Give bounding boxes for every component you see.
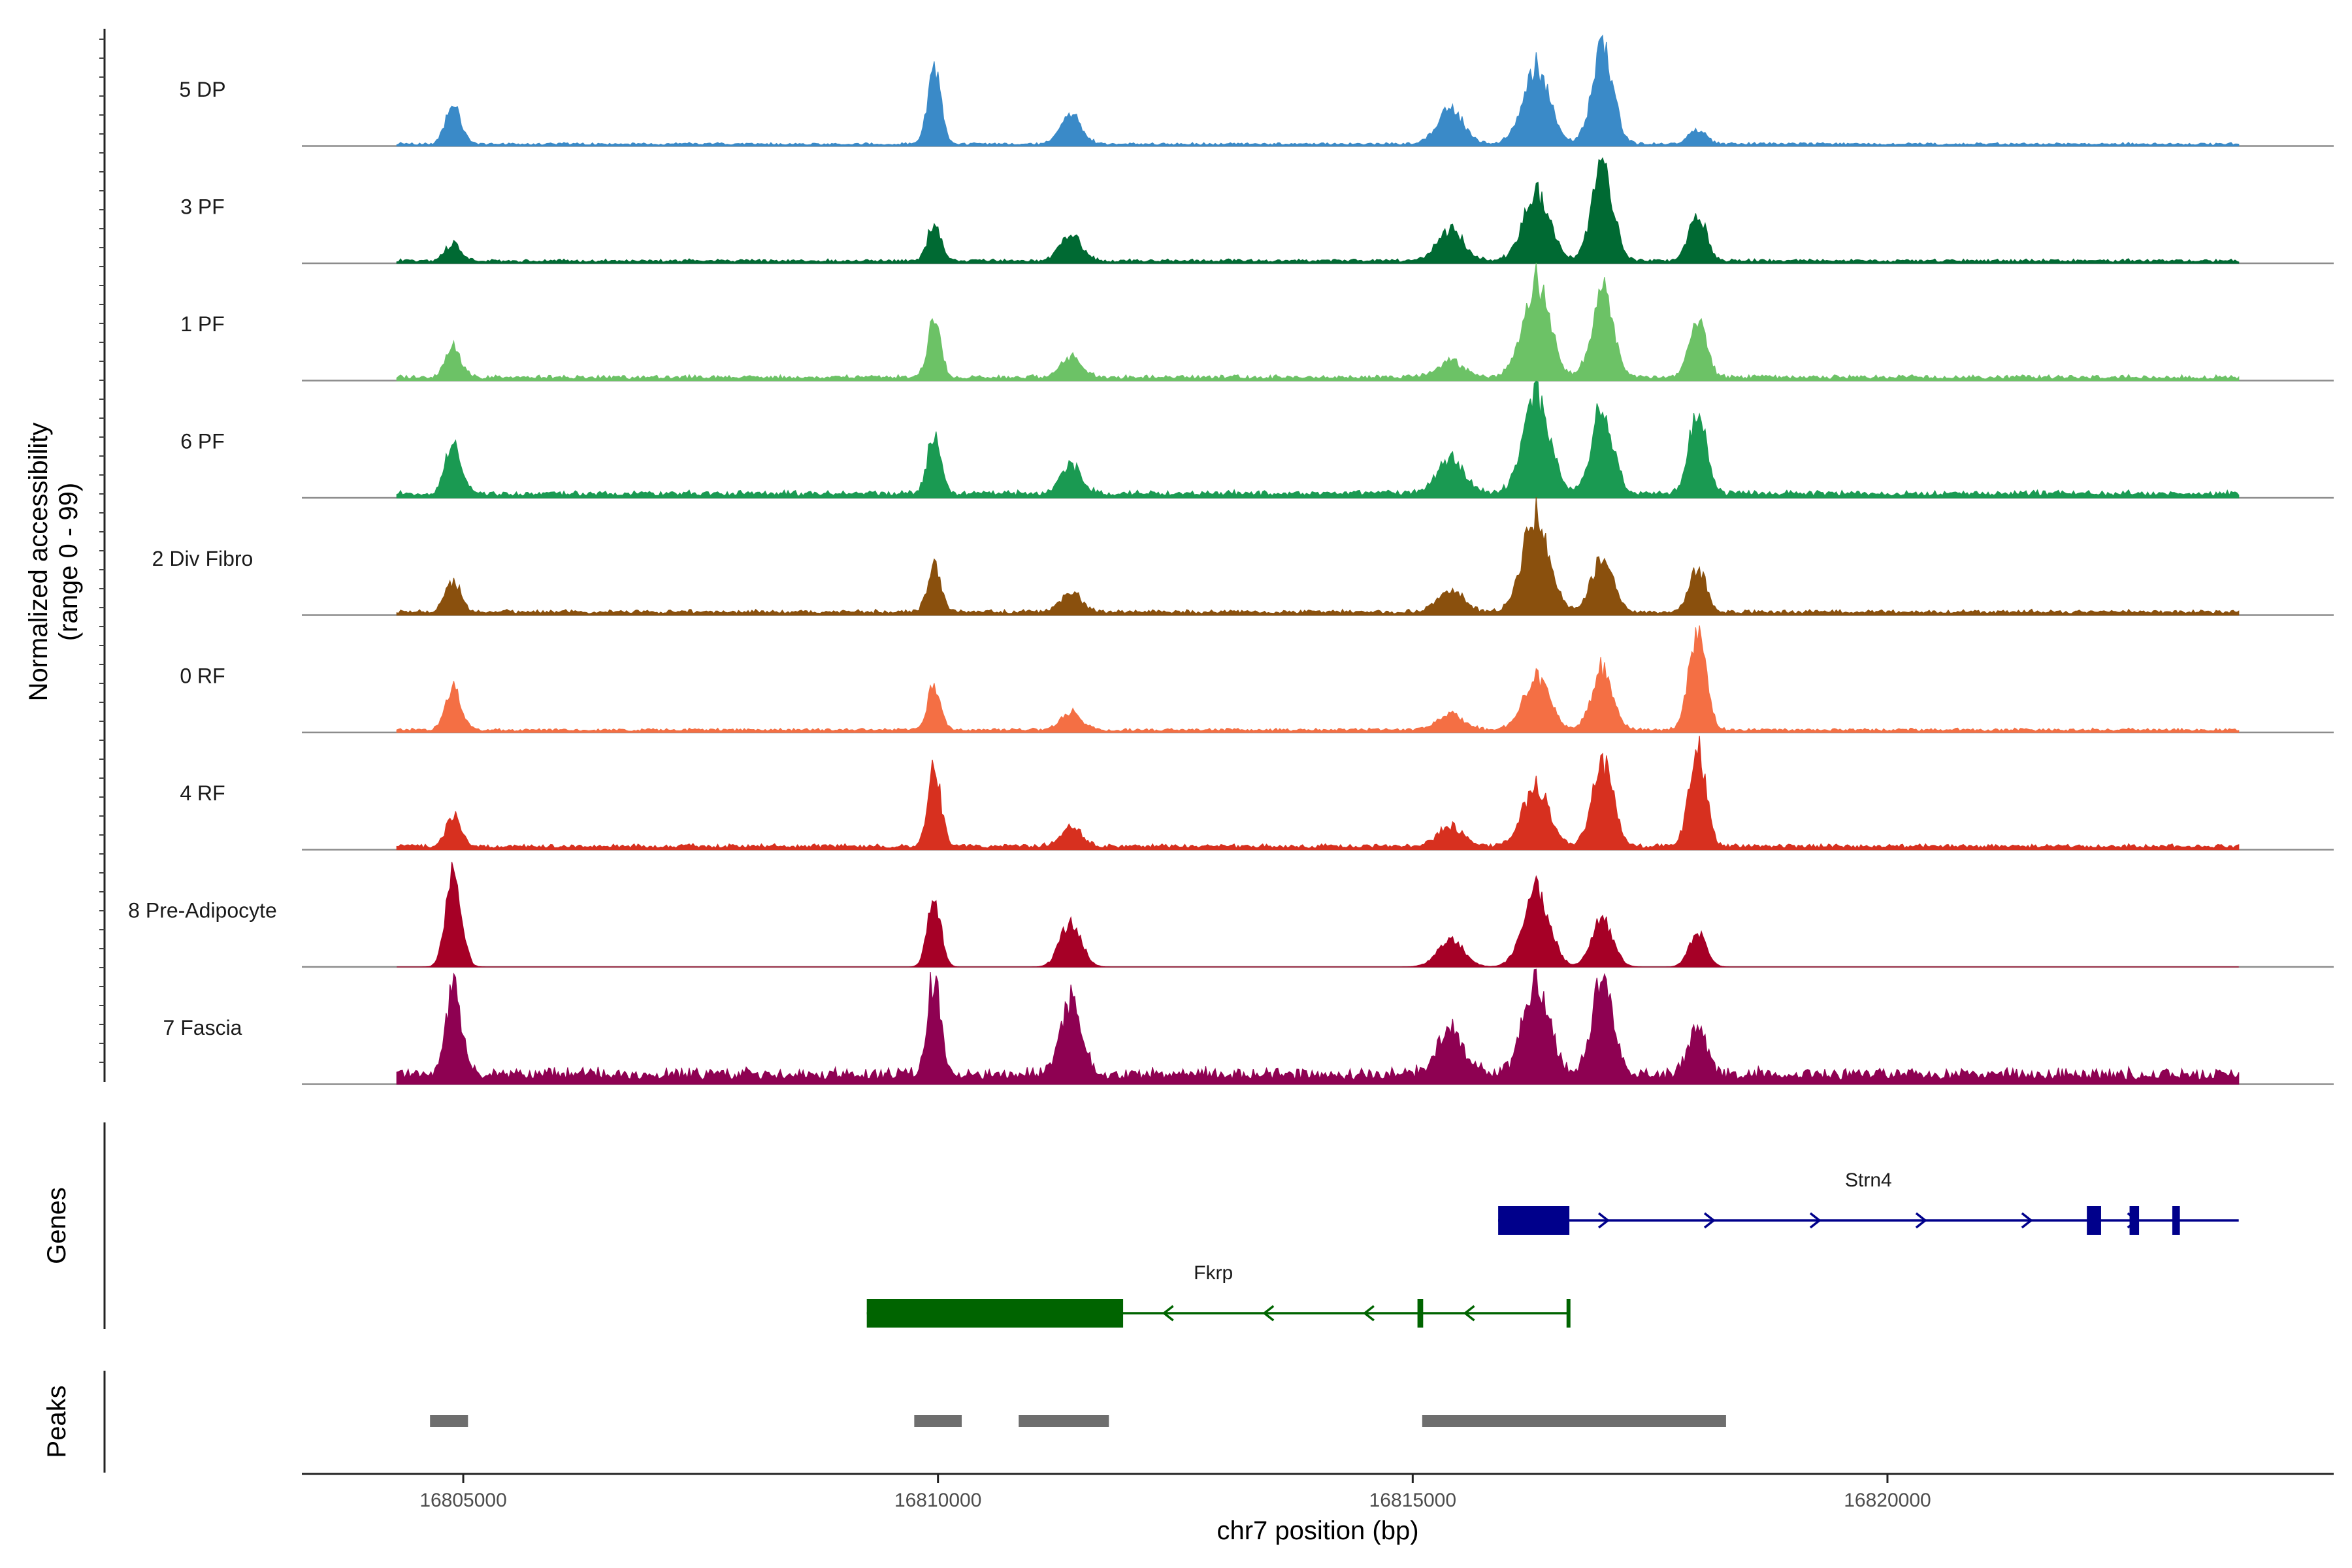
y-axis-title-line-2: (range 0 - 99) — [54, 483, 83, 641]
gene-strn4-exon — [2172, 1206, 2180, 1235]
track-label-7: 8 Pre-Adipocyte — [128, 899, 277, 923]
coverage-tracks: 5 DP 3 PF 1 PF 6 PF 2 Div Fibro 0 RF 4 RF 8 Pre… — [128, 34, 2334, 1085]
peak-region — [430, 1415, 468, 1427]
coverage-area-4-rf — [396, 736, 2240, 851]
peak-region — [914, 1415, 962, 1427]
coverage-area-7-fascia — [396, 968, 2240, 1085]
gene-fkrp-strand-arrow — [1262, 1305, 1275, 1322]
gene-strn4-exon — [2129, 1206, 2140, 1235]
gene-strn4-strand-arrow — [2021, 1212, 2033, 1229]
gene-fkrp-exon — [866, 1299, 1124, 1328]
x-axis-title: chr7 position (bp) — [1217, 1516, 1418, 1545]
gene-annotations: Strn4 Fkrp — [866, 1169, 2239, 1328]
gene-strn4-strand-arrow — [1809, 1212, 1821, 1229]
track-label-4: 2 Div Fibro — [152, 547, 253, 570]
gene-strn4-strand-arrow — [1703, 1212, 1716, 1229]
track-label-3: 6 PF — [180, 430, 225, 453]
peaks-track-title: Peaks — [42, 1385, 71, 1458]
track-label-2: 1 PF — [180, 312, 225, 336]
gene-strn4-exon — [2087, 1206, 2101, 1235]
gene-strn4-strand-arrow — [1597, 1212, 1610, 1229]
coverage-y-axis-ticks — [99, 39, 105, 1063]
coverage-area-8-pre-adipocyte — [397, 862, 2239, 968]
coverage-area-1-pf — [396, 263, 2240, 382]
track-label-8: 7 Fascia — [163, 1016, 242, 1039]
peak-region — [1019, 1415, 1109, 1427]
x-tick-label: 16810000 — [894, 1490, 981, 1511]
coverage-area-0-rf — [396, 625, 2240, 733]
track-label-6: 4 RF — [180, 781, 225, 805]
peak-regions — [430, 1415, 1726, 1427]
gene-strn4-label: Strn4 — [1845, 1169, 1892, 1191]
x-tick-label: 16815000 — [1369, 1490, 1456, 1511]
track-label-5: 0 RF — [180, 664, 225, 688]
x-axis-ticks: 16805000 16810000 16815000 16820000 — [419, 1474, 1931, 1511]
coverage-area-6-pf — [396, 380, 2240, 498]
genes-track-title: Genes — [42, 1187, 71, 1264]
gene-fkrp-exon — [1417, 1299, 1424, 1328]
coverage-area-2-div-fibro — [396, 497, 2240, 616]
peak-region — [1422, 1415, 1726, 1427]
gene-strn4-strand-arrow — [1915, 1212, 1927, 1229]
coverage-area-5-dp — [396, 34, 2240, 147]
x-tick-label: 16820000 — [1844, 1490, 1931, 1511]
gene-fkrp-label: Fkrp — [1194, 1262, 1233, 1284]
gene-fkrp-strand-arrow — [1463, 1305, 1475, 1322]
gene-fkrp-strand-arrow — [1363, 1305, 1375, 1322]
gene-strn4-exon — [1498, 1206, 1570, 1235]
x-tick-label: 16805000 — [419, 1490, 506, 1511]
gene-fkrp-exon — [1566, 1299, 1571, 1328]
track-label-0: 5 DP — [179, 78, 225, 101]
gene-fkrp-strand-arrow — [1162, 1305, 1174, 1322]
y-axis-title-line-1: Normalized accessibility — [24, 423, 53, 702]
coverage-area-3-pf — [396, 157, 2240, 264]
track-label-1: 3 PF — [180, 195, 225, 219]
